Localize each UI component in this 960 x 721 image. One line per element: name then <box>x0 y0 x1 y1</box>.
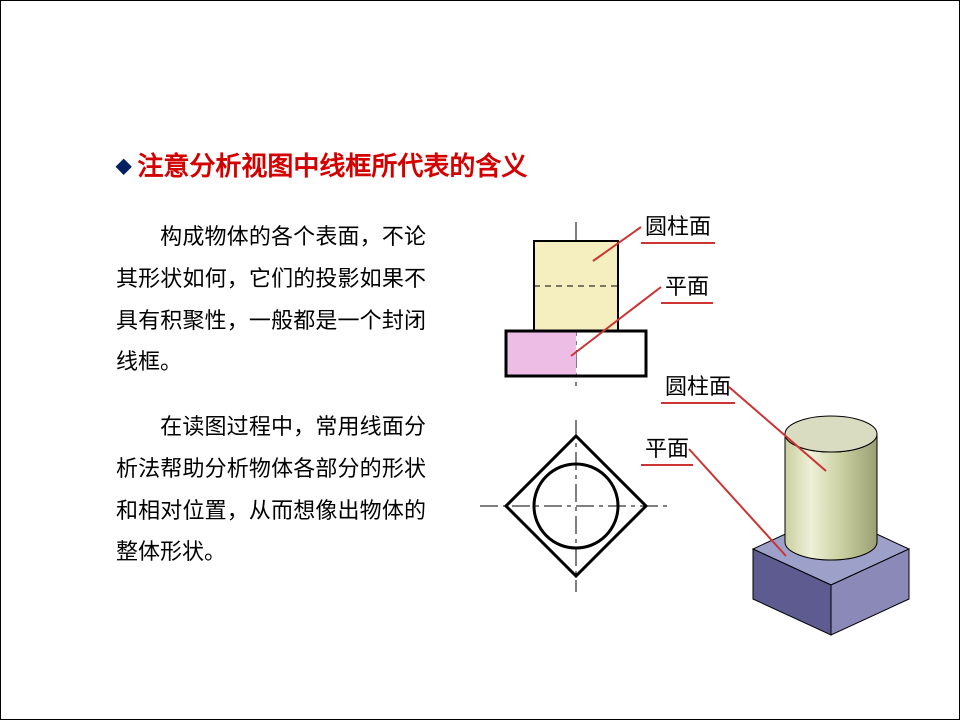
bullet-icon: ◆ <box>116 155 131 177</box>
title-text: 注意分析视图中线框所代表的含义 <box>137 151 527 181</box>
front-view-svg <box>476 216 676 391</box>
para2-text: 在读图过程中，常用线面分析法帮助分析物体各部分的形状和相对位置，从而想像出物体的… <box>116 414 426 564</box>
paragraph-1: 构成物体的各个表面，不论其形状如何，它们的投影如果不具有积聚性，一般都是一个封闭… <box>116 216 426 383</box>
paragraph-2: 在读图过程中，常用线面分析法帮助分析物体各部分的形状和相对位置，从而想像出物体的… <box>116 406 426 573</box>
top-view-svg <box>476 416 676 591</box>
isometric-figure <box>721 399 941 629</box>
section-title: 注意分析视图中线框所代表的含义 ◆注意分析视图中线框所代表的含义 <box>116 146 527 183</box>
front-view-figure <box>476 216 676 391</box>
top-view-figure <box>476 416 676 591</box>
para1-text: 构成物体的各个表面，不论其形状如何，它们的投影如果不具有积聚性，一般都是一个封闭… <box>116 224 426 374</box>
